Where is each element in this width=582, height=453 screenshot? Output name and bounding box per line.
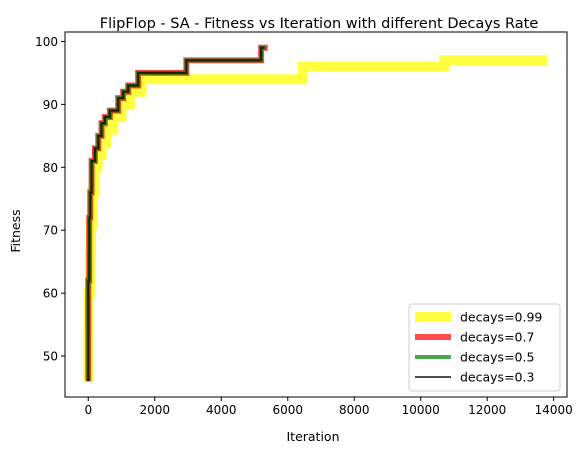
- plot-area: [64, 31, 568, 398]
- plot-frame: [64, 31, 568, 398]
- y-tick-label-5: 100: [35, 35, 58, 49]
- legend-label-2: decays=0.5: [460, 350, 534, 365]
- series-line-2: [86, 45, 267, 382]
- legend-box: [408, 303, 561, 392]
- y-tick-label-4: 90: [43, 98, 58, 112]
- x-tick-label-1: 2000: [139, 403, 170, 417]
- x-tick-label-7: 14000: [535, 403, 573, 417]
- legend-label-3: decays=0.3: [460, 370, 534, 385]
- x-tick-label-3: 6000: [272, 403, 303, 417]
- x-axis-label: Iteration: [286, 429, 339, 444]
- series-line-1: [85, 44, 268, 382]
- y-axis-ticks: 50 60 70 80 90 100: [35, 35, 65, 364]
- x-tick-label-2: 4000: [206, 403, 237, 417]
- y-tick-label-1: 60: [43, 287, 58, 301]
- x-axis-ticks: 0 2000 4000 6000 8000 10000 12000 14000: [84, 397, 573, 417]
- x-tick-label-0: 0: [84, 403, 92, 417]
- x-tick-label-5: 10000: [402, 403, 440, 417]
- y-tick-label-0: 50: [43, 350, 58, 364]
- x-tick-label-4: 8000: [339, 403, 370, 417]
- y-tick-label-3: 80: [43, 161, 58, 175]
- chart-title: FlipFlop - SA - Fitness vs Iteration wit…: [100, 16, 539, 32]
- x-tick-label-6: 12000: [468, 403, 506, 417]
- y-tick-label-2: 70: [43, 224, 58, 238]
- series-line-3: [87, 46, 265, 382]
- legend: decays=0.99 decays=0.7 decays=0.5 decays=0.…: [408, 303, 561, 392]
- legend-label-0: decays=0.99: [460, 310, 542, 325]
- y-axis-label: Fitness: [8, 209, 23, 252]
- legend-label-1: decays=0.7: [460, 330, 534, 345]
